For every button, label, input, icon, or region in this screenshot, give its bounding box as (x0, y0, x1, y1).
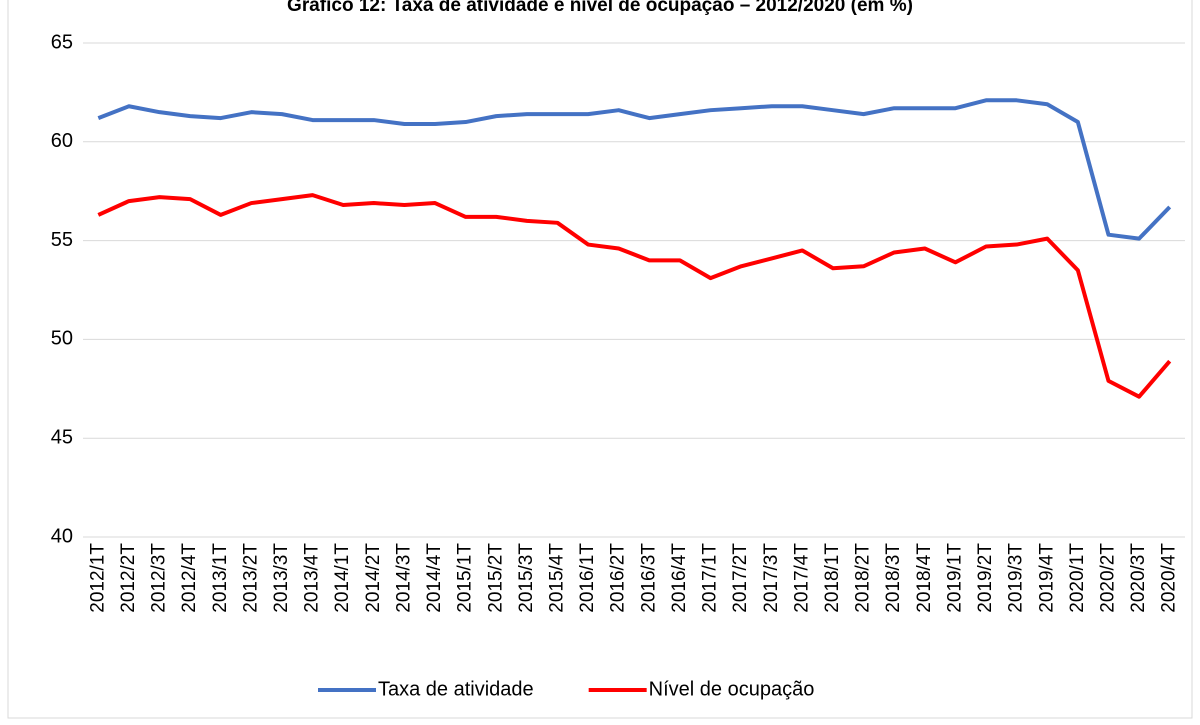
y-tick-label: 50 (51, 328, 73, 350)
x-tick-label: 2015/1T (455, 543, 476, 613)
x-tick-label: 2013/1T (210, 543, 231, 613)
x-tick-label: 2018/1T (822, 543, 843, 613)
y-tick-label: 45 (51, 426, 73, 448)
x-tick-label: 2018/4T (914, 543, 935, 613)
x-tick-label: 2014/3T (393, 543, 414, 613)
x-tick-label: 2017/1T (700, 543, 721, 613)
x-tick-label: 2018/2T (853, 543, 874, 613)
x-tick-label: 2012/3T (149, 543, 170, 613)
x-tick-label: 2016/1T (577, 543, 598, 613)
x-tick-label: 2017/2T (730, 543, 751, 613)
x-tick-label: 2020/1T (1067, 543, 1088, 613)
series-line (97, 98, 1172, 241)
x-tick-label: 2019/4T (1036, 543, 1057, 613)
series-line (97, 193, 1172, 399)
x-tick-label: 2020/3T (1128, 543, 1149, 613)
x-tick-label: 2020/2T (1097, 543, 1118, 613)
x-tick-label: 2014/4T (424, 543, 445, 613)
x-tick-label: 2016/3T (638, 543, 659, 613)
x-tick-label: 2012/1T (87, 543, 108, 613)
x-tick-label: 2019/1T (944, 543, 965, 613)
x-tick-label: 2018/3T (883, 543, 904, 613)
x-tick-label: 2016/2T (608, 543, 629, 613)
x-tick-label: 2017/4T (791, 543, 812, 613)
x-tick-label: 2015/2T (485, 543, 506, 613)
x-tick-label: 2012/4T (179, 543, 200, 613)
chart-border (7, 0, 1193, 719)
x-tick-label: 2013/3T (271, 543, 292, 613)
y-tick-label: 40 (51, 525, 73, 547)
y-tick-label: 65 (51, 31, 73, 53)
x-tick-label: 2014/1T (332, 543, 353, 613)
y-tick-label: 55 (51, 229, 73, 251)
x-tick-label: 2015/4T (546, 543, 567, 613)
legend-label: Taxa de atividade (378, 678, 534, 700)
x-tick-label: 2013/4T (302, 543, 323, 613)
x-tick-label: 2016/4T (669, 543, 690, 613)
x-tick-label: 2013/2T (240, 543, 261, 613)
x-tick-label: 2020/4T (1159, 543, 1180, 613)
x-tick-label: 2012/2T (118, 543, 139, 613)
x-tick-label: 2019/2T (975, 543, 996, 613)
x-tick-label: 2019/3T (1006, 543, 1027, 613)
x-tick-label: 2015/3T (516, 543, 537, 613)
y-tick-label: 60 (51, 130, 73, 152)
chart-title: Gráfico 12: Taxa de atividade e nível de… (287, 0, 913, 16)
legend-label: Nível de ocupação (649, 678, 815, 700)
x-tick-label: 2017/3T (761, 543, 782, 613)
x-tick-label: 2014/2T (363, 543, 384, 613)
